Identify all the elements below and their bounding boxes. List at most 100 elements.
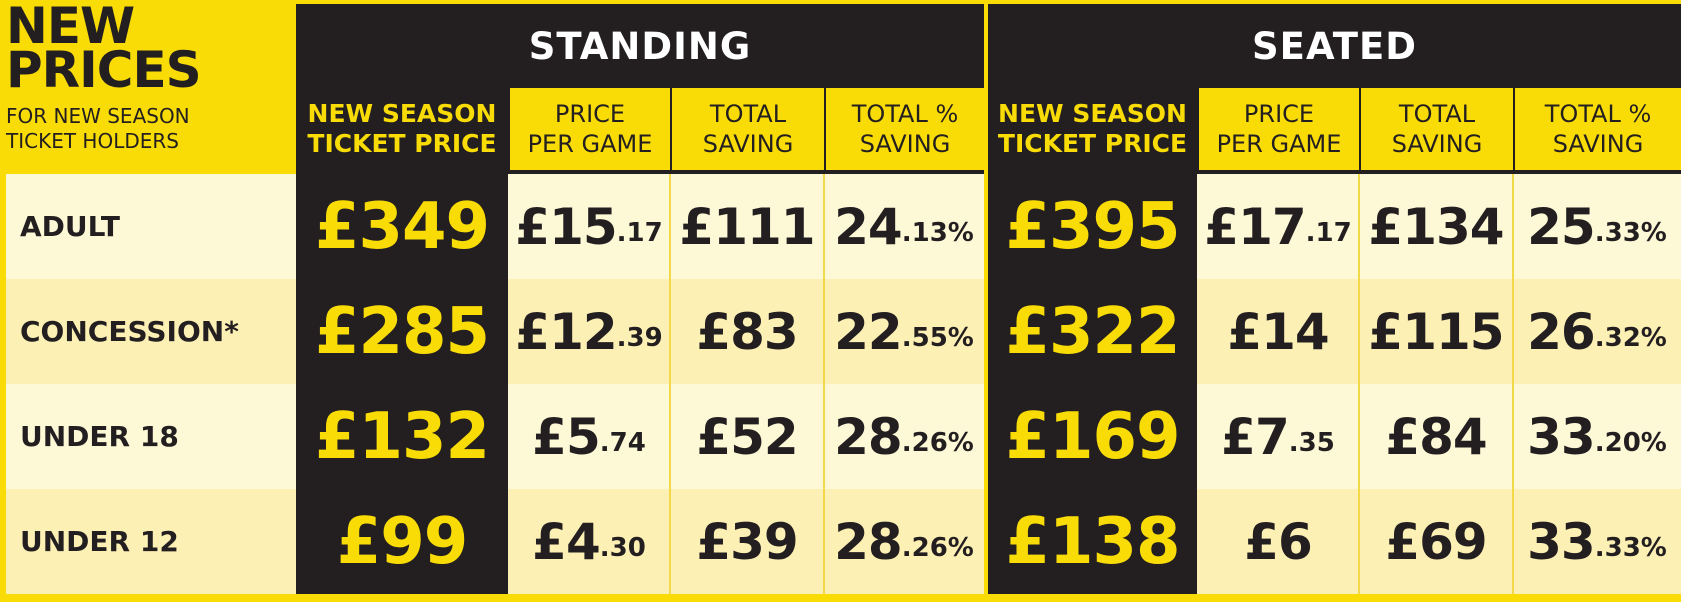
standing-total-pct-saving: 28.26% bbox=[824, 489, 984, 594]
section-header-standing: STANDING bbox=[296, 4, 984, 88]
column-header-line-2: PER GAME bbox=[1216, 130, 1342, 158]
section-header-seated: SEATED bbox=[988, 4, 1681, 88]
seated-season-price: £395 bbox=[1005, 189, 1180, 264]
total-saving-value: £39 bbox=[696, 512, 798, 571]
table-row bbox=[6, 279, 1681, 384]
header-divider bbox=[296, 170, 1681, 174]
seated-total-saving: £134 bbox=[1359, 174, 1513, 279]
pct-saving-decimal: .32% bbox=[1594, 322, 1667, 353]
standing-season-price-cell: £132 bbox=[296, 384, 508, 489]
column-header-line-2: SAVING bbox=[1552, 130, 1644, 158]
subtitle-line-1: FOR NEW SEASON bbox=[6, 104, 190, 128]
seated-price-per-game: £7.35 bbox=[1197, 384, 1359, 489]
seated-total-saving: £115 bbox=[1359, 279, 1513, 384]
seated-total-pct-saving: 33.33% bbox=[1513, 489, 1681, 594]
column-divider bbox=[669, 174, 671, 279]
table-row bbox=[6, 174, 1681, 279]
column-header-seated-total-pct-saving: TOTAL % SAVING bbox=[1513, 88, 1681, 170]
standing-total-saving: £39 bbox=[670, 489, 824, 594]
price-per-game-pounds: £4 bbox=[532, 512, 601, 571]
column-header-line-2: SAVING bbox=[859, 130, 951, 158]
column-divider bbox=[1512, 384, 1514, 489]
standing-total-pct-saving: 22.55% bbox=[824, 279, 984, 384]
pct-saving-whole: 28 bbox=[834, 512, 903, 571]
standing-price-per-game: £12.39 bbox=[508, 279, 670, 384]
column-header-standing-total-saving: TOTAL SAVING bbox=[670, 88, 824, 170]
row-label: UNDER 18 bbox=[20, 420, 179, 453]
standing-total-pct-saving: 24.13% bbox=[824, 174, 984, 279]
column-divider bbox=[669, 489, 671, 594]
column-header-seated-total-saving: TOTAL SAVING bbox=[1359, 88, 1513, 170]
column-header-line-1: TOTAL % bbox=[851, 100, 959, 128]
price-per-game-pounds: £5 bbox=[532, 407, 601, 466]
column-header-line-2: SAVING bbox=[1391, 130, 1483, 158]
section-divider bbox=[984, 4, 988, 594]
price-per-game-pounds: £17 bbox=[1204, 197, 1306, 256]
column-header-line-2: TICKET PRICE bbox=[997, 129, 1188, 158]
standing-season-price: £285 bbox=[314, 294, 490, 369]
price-per-game-pounds: £7 bbox=[1221, 407, 1290, 466]
price-per-game-pounds: £15 bbox=[515, 197, 617, 256]
column-divider bbox=[823, 384, 825, 489]
standing-season-price-cell: £99 bbox=[296, 489, 508, 594]
price-per-game-pence: .30 bbox=[599, 532, 646, 563]
column-header-line-1: PRICE bbox=[1243, 100, 1315, 128]
price-per-game-pence: .17 bbox=[1305, 217, 1352, 248]
standing-season-price-cell: £285 bbox=[296, 279, 508, 384]
column-divider bbox=[1358, 384, 1360, 489]
price-per-game-pence: .17 bbox=[616, 217, 663, 248]
pct-saving-whole: 22 bbox=[834, 302, 903, 361]
standing-season-price: £99 bbox=[336, 504, 469, 579]
standing-total-saving: £83 bbox=[670, 279, 824, 384]
seated-season-price: £169 bbox=[1005, 399, 1180, 474]
title-prices: PRICES bbox=[6, 41, 202, 99]
seated-price-per-game: £14 bbox=[1197, 279, 1359, 384]
pct-saving-whole: 24 bbox=[834, 197, 903, 256]
seated-season-price: £322 bbox=[1005, 294, 1180, 369]
price-per-game-pounds: £14 bbox=[1227, 302, 1329, 361]
seated-total-pct-saving: 25.33% bbox=[1513, 174, 1681, 279]
pct-saving-decimal: .33% bbox=[1594, 217, 1667, 248]
column-divider bbox=[1512, 174, 1514, 279]
column-header-line-1: TOTAL bbox=[1398, 100, 1476, 128]
table-row bbox=[6, 489, 1681, 594]
pct-saving-whole: 25 bbox=[1527, 197, 1596, 256]
row-label: UNDER 12 bbox=[20, 525, 179, 558]
column-divider bbox=[823, 279, 825, 384]
column-header-line-2: TICKET PRICE bbox=[307, 129, 497, 158]
seated-total-pct-saving: 26.32% bbox=[1513, 279, 1681, 384]
column-header-line-1: TOTAL % bbox=[1544, 100, 1652, 128]
total-saving-value: £84 bbox=[1385, 407, 1487, 466]
total-saving-value: £115 bbox=[1368, 302, 1504, 361]
price-per-game-pence: .35 bbox=[1288, 427, 1335, 458]
total-saving-value: £111 bbox=[679, 197, 815, 256]
pct-saving-decimal: .13% bbox=[901, 217, 974, 248]
standing-season-price-cell: £349 bbox=[296, 174, 508, 279]
standing-price-per-game: £15.17 bbox=[508, 174, 670, 279]
column-header-line-1: PRICE bbox=[554, 100, 626, 128]
column-divider bbox=[669, 279, 671, 384]
seated-price-per-game: £6 bbox=[1197, 489, 1359, 594]
pct-saving-whole: 33 bbox=[1527, 512, 1596, 571]
column-divider bbox=[1512, 489, 1514, 594]
column-header-standing-season-ticket-price: NEW SEASON TICKET PRICE bbox=[296, 88, 508, 170]
price-per-game-pounds: £6 bbox=[1244, 512, 1313, 571]
column-header-line-1: TOTAL bbox=[709, 100, 787, 128]
seated-season-price-cell: £138 bbox=[988, 489, 1197, 594]
title-new: NEW bbox=[6, 0, 135, 55]
standing-season-price: £132 bbox=[314, 399, 490, 474]
standing-total-saving: £111 bbox=[670, 174, 824, 279]
seated-price-per-game: £17.17 bbox=[1197, 174, 1359, 279]
column-divider bbox=[1358, 279, 1360, 384]
title-block: NEW PRICES FOR NEW SEASON TICKET HOLDERS bbox=[6, 0, 290, 170]
seated-season-price-cell: £169 bbox=[988, 384, 1197, 489]
total-saving-value: £83 bbox=[696, 302, 798, 361]
column-header-line-2: SAVING bbox=[702, 130, 794, 158]
price-per-game-pence: .39 bbox=[616, 322, 663, 353]
pct-saving-decimal: .20% bbox=[1594, 427, 1667, 458]
column-divider bbox=[1358, 174, 1360, 279]
pct-saving-decimal: .26% bbox=[901, 532, 974, 563]
pct-saving-decimal: .26% bbox=[901, 427, 974, 458]
seated-season-price-cell: £322 bbox=[988, 279, 1197, 384]
column-divider bbox=[1512, 279, 1514, 384]
